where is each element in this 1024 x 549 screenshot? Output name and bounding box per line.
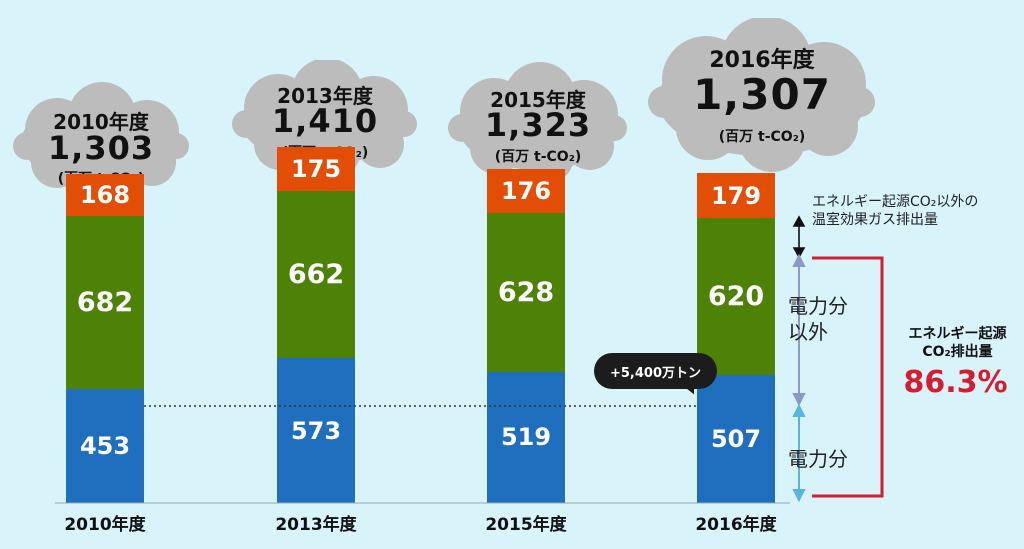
cloud-shape (232, 60, 417, 184)
energy-origin-label-line: エネルギー起源 (908, 326, 1007, 342)
non-power-annotation: 電力分 以外 (788, 293, 848, 345)
total-callout-year: 2016年度 (709, 48, 815, 73)
x-tick-label: 2013年度 (275, 515, 357, 535)
x-tick-label: 2010年度 (64, 515, 146, 535)
total-callout-year: 2010年度 (53, 110, 149, 134)
total-callout-year: 2015年度 (490, 88, 586, 112)
total-callout-value: 1,303 (47, 129, 155, 167)
x-tick-label: 2016年度 (695, 515, 777, 535)
bar-segment-other-gas: 176 (487, 168, 565, 214)
total-callout-value: 1,323 (484, 106, 592, 144)
bar-segment-non-power: 682 (66, 216, 144, 389)
bar-segment-other-gas: 175 (277, 146, 355, 192)
bar-segment-power: 507 (697, 374, 775, 503)
energy-origin-label: エネルギー起源 CO₂排出量 (895, 326, 1020, 361)
cloud-shape (448, 62, 627, 188)
bar-segment-non-power: 662 (277, 191, 355, 359)
other-gas-annotation: エネルギー起源CO₂以外の 温室効果ガス排出量 (812, 194, 978, 229)
bar-segment-power: 519 (487, 371, 565, 503)
total-callout-year: 2013年度 (277, 84, 373, 108)
x-tick-label: 2015年度 (485, 515, 567, 535)
stacked-bar-2010: 168 682 453 (66, 173, 144, 503)
bar-segment-other-gas: 179 (697, 173, 775, 219)
change-bubble: +5,400万トン (594, 353, 717, 389)
non-power-annotation-line: 以外 (788, 320, 828, 344)
bar-segment-power: 453 (66, 388, 144, 503)
bar-segment-non-power: 628 (487, 213, 565, 372)
power-annotation: 電力分 (788, 447, 848, 471)
stacked-bar-2015: 176 628 519 (487, 168, 565, 503)
total-callout-unit: (百万 t-CO₂) (718, 129, 806, 145)
bar-segment-power: 573 (277, 358, 355, 503)
bar-segment-other-gas: 168 (66, 173, 144, 217)
total-callout-value: 1,410 (271, 102, 379, 140)
total-callout-value: 1,307 (693, 70, 831, 119)
energy-origin-share: 86.3% (903, 365, 1008, 400)
total-callout-unit: (百万 t-CO₂) (494, 149, 582, 165)
total-callout-2015: 2015年度 1,323 (百万 t-CO₂) (448, 60, 628, 188)
bar-segment-non-power: 620 (697, 218, 775, 375)
stacked-bar-2016: 179 620 507 (697, 173, 775, 503)
other-gas-annotation-line: エネルギー起源CO₂以外の (812, 194, 979, 210)
other-gas-annotation-line: 温室効果ガス排出量 (812, 211, 938, 228)
other-gas-range-arrow (792, 215, 806, 259)
non-power-annotation-line: 電力分 (788, 294, 848, 318)
stacked-bar-2013: 175 662 573 (277, 146, 355, 503)
cloud-shape (648, 18, 875, 172)
energy-origin-label-line: CO₂排出量 (922, 343, 993, 360)
total-callout-2016: 2016年度 1,307 (百万 t-CO₂) (648, 18, 876, 184)
